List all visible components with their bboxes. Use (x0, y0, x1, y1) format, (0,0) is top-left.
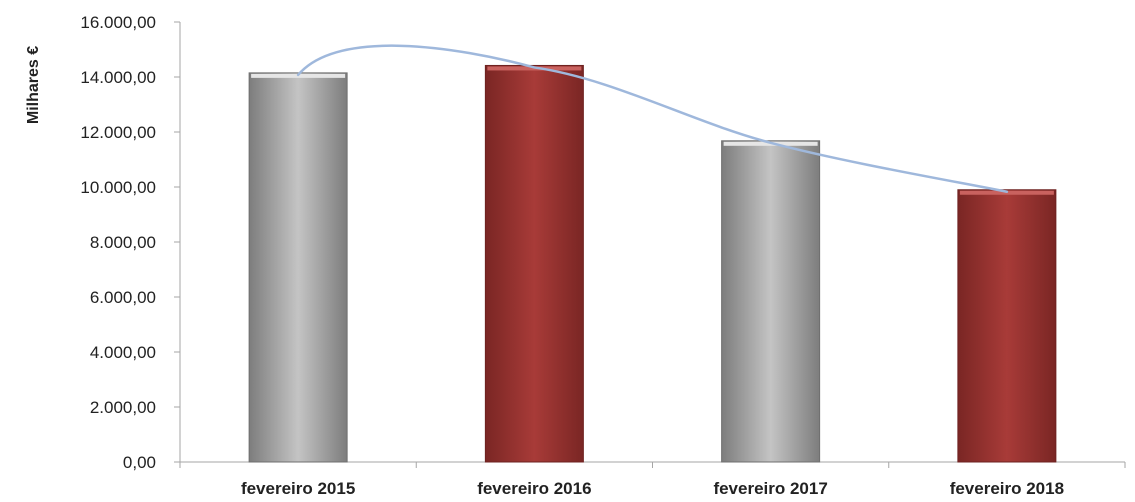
bars (248, 64, 1057, 463)
y-tick-label: 0,00 (123, 453, 156, 472)
bar (248, 72, 348, 463)
bar (484, 64, 584, 463)
y-tick-label: 8.000,00 (90, 233, 156, 252)
y-tick-label: 10.000,00 (80, 178, 156, 197)
bar (957, 189, 1057, 463)
y-tick-label: 16.000,00 (80, 13, 156, 32)
trend-line (296, 44, 1009, 193)
y-axis-label: Milhares € (25, 46, 42, 124)
x-tick-label: fevereiro 2018 (950, 479, 1064, 498)
x-tick-label: fevereiro 2016 (477, 479, 591, 498)
y-tick-label: 14.000,00 (80, 68, 156, 87)
y-tick-label: 6.000,00 (90, 288, 156, 307)
x-tick-label: fevereiro 2017 (713, 479, 827, 498)
y-tick-label: 4.000,00 (90, 343, 156, 362)
bar (721, 140, 821, 463)
y-tick-label: 12.000,00 (80, 123, 156, 142)
tick-labels: 0,00 2.000,00 4.000,00 6.000,00 8.000,00 10.0… (80, 13, 1064, 498)
x-tick-label: fevereiro 2015 (241, 479, 355, 498)
y-tick-label: 2.000,00 (90, 398, 156, 417)
trendline (296, 44, 1009, 193)
